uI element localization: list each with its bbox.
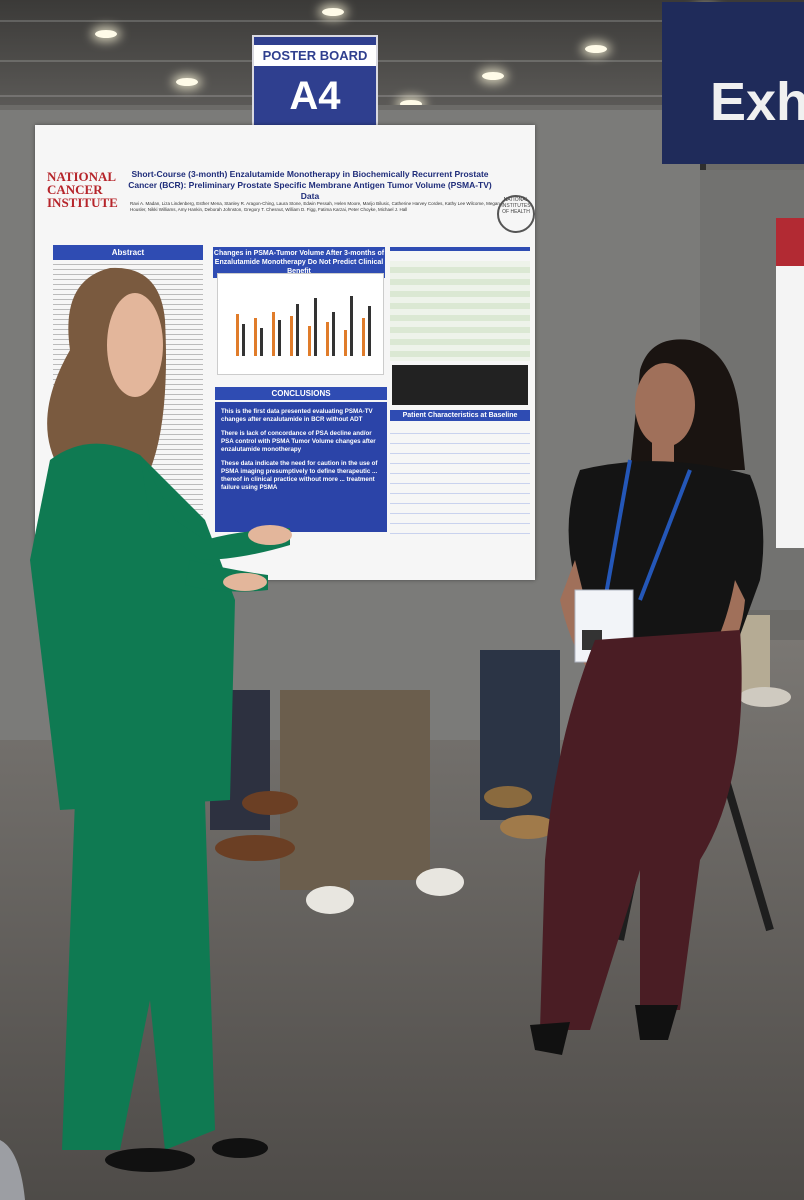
- neighbor-poster: [776, 218, 804, 548]
- chart-bar: [296, 304, 299, 356]
- chart-bar: [362, 318, 365, 356]
- patient-characteristics-table: [390, 424, 530, 534]
- conclusion-item: This is the first data presented evaluat…: [221, 408, 373, 423]
- ceiling-light: [482, 72, 504, 80]
- ceiling-light: [176, 78, 198, 86]
- nih-seal: NATIONAL INSTITUTES OF HEALTH: [497, 195, 535, 233]
- abstract-heading: Abstract: [53, 245, 203, 260]
- chart-bar: [236, 314, 239, 356]
- chart-bar: [344, 330, 347, 356]
- patient-characteristics-heading: Patient Characteristics at Baseline: [390, 410, 530, 421]
- chart-heading: Changes in PSMA-Tumor Volume After 3-mon…: [213, 247, 385, 278]
- ceiling-truss: [0, 20, 804, 22]
- chart-bar: [272, 312, 275, 356]
- poster-board-number: A4: [289, 74, 341, 118]
- ceiling-light: [95, 30, 117, 38]
- exhibit-hall-sign: Exh: [662, 2, 804, 164]
- chart-bar: [278, 320, 281, 356]
- ceiling-truss: [0, 60, 804, 62]
- waterfall-chart: [217, 273, 384, 375]
- nci-logo: NATIONAL CANCER INSTITUTE: [47, 169, 118, 210]
- background-person: [210, 615, 791, 914]
- neighbor-poster-header: [776, 218, 804, 266]
- nih-seal-text: NATIONAL INSTITUTES OF HEALTH: [501, 197, 531, 215]
- listener-black-top: [530, 339, 764, 1055]
- presenter-green-suit: [30, 267, 292, 1172]
- conclusion-item: These data indicate the need for caution…: [221, 460, 378, 491]
- conclusions-heading: CONCLUSIONS: [215, 387, 387, 400]
- chart-bar: [332, 312, 335, 356]
- chart-bar: [368, 306, 371, 356]
- chart-bar: [260, 328, 263, 356]
- conclusions-box: This is the first data presented evaluat…: [215, 402, 387, 532]
- bag: [0, 1140, 25, 1200]
- ceiling-light: [400, 100, 422, 108]
- chart-bar: [290, 316, 293, 356]
- pet-scan-images: [392, 365, 528, 405]
- ceiling-light: [322, 8, 344, 16]
- results-table: [390, 261, 530, 361]
- ceiling-light: [585, 45, 607, 53]
- chart-bar: [314, 298, 317, 356]
- chart-bar: [254, 318, 257, 356]
- poster-title: Short-Course (3-month) Enzalutamide Mono…: [128, 169, 492, 201]
- chart-bar: [242, 324, 245, 356]
- conclusion-item: There is lack of concordance of PSA decl…: [221, 430, 376, 453]
- poster-authors: Ravi A. Madan, Liza Lindenberg, Esther M…: [130, 201, 500, 212]
- chart-bar: [326, 322, 329, 356]
- poster-board-label: POSTER BOARD: [254, 45, 376, 66]
- chart-bar: [308, 326, 311, 356]
- ceiling-truss: [0, 95, 804, 97]
- results-table-heading: [390, 247, 530, 251]
- chart-bar: [350, 296, 353, 356]
